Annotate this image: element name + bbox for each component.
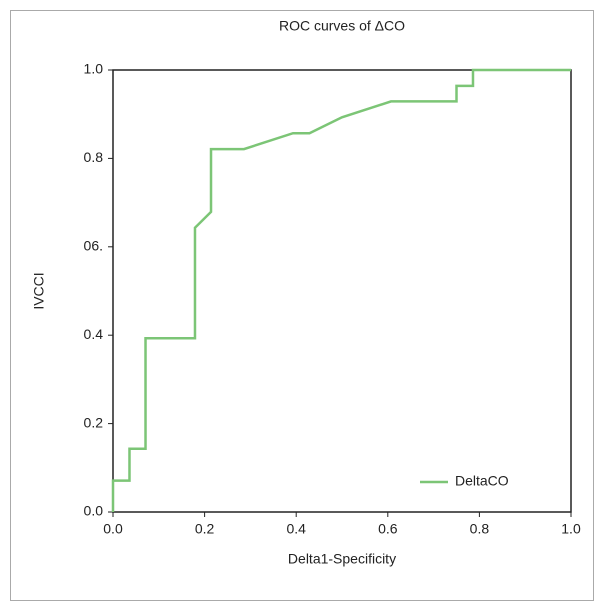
- chart-title: ROC curves of ΔCO: [279, 18, 405, 34]
- frame: [10, 10, 594, 601]
- y-tick-label: 0.0: [84, 503, 104, 519]
- y-tick-label: 0.2: [84, 414, 104, 430]
- x-tick-label: 0.8: [470, 521, 490, 537]
- x-tick-label: 0.4: [286, 521, 306, 537]
- x-tick-label: 0.6: [378, 521, 398, 537]
- y-tick-label: 0.4: [84, 326, 104, 342]
- plot-frame: [112, 69, 572, 513]
- y-tick-label: 0.8: [84, 149, 104, 165]
- roc-line: [111, 68, 571, 512]
- y-tick-label: 1.0: [84, 61, 104, 77]
- x-tick-label: 0.2: [195, 521, 215, 537]
- x-tick-label: 1.0: [561, 521, 581, 537]
- x-axis-label: Delta1-Specificity: [288, 551, 396, 567]
- x-tick-label: 0.0: [103, 521, 123, 537]
- y-axis-label: IVCCI: [31, 272, 47, 309]
- legend-label: DeltaCO: [455, 473, 509, 489]
- y-tick-label: 06.: [84, 238, 103, 254]
